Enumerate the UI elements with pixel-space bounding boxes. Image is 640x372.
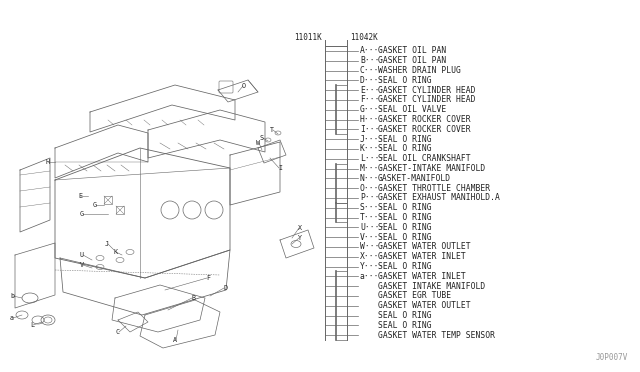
Text: GASKET WATER INLET: GASKET WATER INLET <box>378 252 466 261</box>
Text: J0P007V: J0P007V <box>596 353 628 362</box>
Text: T: T <box>270 127 274 133</box>
Text: SEAL OIL VALVE: SEAL OIL VALVE <box>378 105 446 114</box>
Text: I····: I···· <box>360 125 385 134</box>
Text: V: V <box>80 262 84 268</box>
Text: GASKET EGR TUBE: GASKET EGR TUBE <box>378 291 451 301</box>
Text: B: B <box>191 295 195 301</box>
Text: F: F <box>206 275 210 281</box>
Text: GASKET ROCKER COVER: GASKET ROCKER COVER <box>378 115 470 124</box>
Text: C····: C···· <box>360 66 385 75</box>
Text: E: E <box>78 193 82 199</box>
Text: E····: E···· <box>360 86 385 94</box>
Text: X: X <box>298 225 302 231</box>
Text: Y····: Y···· <box>360 262 385 271</box>
Text: J: J <box>105 241 109 247</box>
Text: S: S <box>260 135 264 141</box>
Text: A····: A···· <box>360 46 385 55</box>
Text: 11042K: 11042K <box>350 33 378 42</box>
Text: SEAL O RING: SEAL O RING <box>378 232 431 241</box>
Text: a····: a···· <box>360 272 385 281</box>
Text: SEAL O RING: SEAL O RING <box>378 76 431 85</box>
Text: GASKET INTAKE MANIFOLD: GASKET INTAKE MANIFOLD <box>378 282 485 291</box>
Text: T····: T···· <box>360 213 385 222</box>
Text: GASKET EXHAUST MANIHOLD.A: GASKET EXHAUST MANIHOLD.A <box>378 193 500 202</box>
Text: W····: W···· <box>360 243 385 251</box>
Text: G: G <box>80 211 84 217</box>
Text: G: G <box>93 202 97 208</box>
Text: P····: P···· <box>360 193 385 202</box>
Text: K: K <box>113 249 117 255</box>
Text: SEAL OIL CRANKSHAFT: SEAL OIL CRANKSHAFT <box>378 154 470 163</box>
Text: WASHER DRAIN PLUG: WASHER DRAIN PLUG <box>378 66 461 75</box>
Text: D····: D···· <box>360 76 385 85</box>
Text: SEAL O RING: SEAL O RING <box>378 144 431 153</box>
Text: SEAL O RING: SEAL O RING <box>378 203 431 212</box>
Text: b: b <box>10 293 14 299</box>
Text: J····: J···· <box>360 135 385 144</box>
Text: F····: F···· <box>360 95 385 105</box>
Text: SEAL O RING: SEAL O RING <box>378 262 431 271</box>
Text: X····: X···· <box>360 252 385 261</box>
Text: GASKET-MANIFOLD: GASKET-MANIFOLD <box>378 174 451 183</box>
Text: H····: H···· <box>360 115 385 124</box>
Text: L····: L···· <box>360 154 385 163</box>
Text: I: I <box>278 165 282 171</box>
Text: GASKET CYLINDER HEAD: GASKET CYLINDER HEAD <box>378 86 476 94</box>
Text: M····: M···· <box>360 164 385 173</box>
Text: GASKET OIL PAN: GASKET OIL PAN <box>378 46 446 55</box>
Text: N····: N···· <box>360 174 385 183</box>
Text: GASKET WATER INLET: GASKET WATER INLET <box>378 272 466 281</box>
Text: V····: V···· <box>360 232 385 241</box>
Text: U: U <box>80 252 84 258</box>
Text: W: W <box>256 140 260 146</box>
Text: GASKET OIL PAN: GASKET OIL PAN <box>378 56 446 65</box>
Text: O: O <box>242 83 246 89</box>
Bar <box>104 196 112 204</box>
Text: Y: Y <box>298 235 302 241</box>
Text: H: H <box>45 159 49 165</box>
Text: S····: S···· <box>360 203 385 212</box>
Text: GASKET ROCKER COVER: GASKET ROCKER COVER <box>378 125 470 134</box>
Text: G····: G···· <box>360 105 385 114</box>
Bar <box>116 206 124 214</box>
Text: L: L <box>30 322 34 328</box>
Text: SEAL O RING: SEAL O RING <box>378 311 431 320</box>
Text: 11011K: 11011K <box>294 33 322 42</box>
Text: D: D <box>223 285 227 291</box>
Text: GASKET-INTAKE MANIFOLD: GASKET-INTAKE MANIFOLD <box>378 164 485 173</box>
Text: B····: B···· <box>360 56 385 65</box>
Text: SEAL O RING: SEAL O RING <box>378 321 431 330</box>
Text: GASKET WATER OUTLET: GASKET WATER OUTLET <box>378 301 470 310</box>
Text: a: a <box>10 315 14 321</box>
Text: GASKET CYLINDER HEAD: GASKET CYLINDER HEAD <box>378 95 476 105</box>
Text: GASKET WATER OUTLET: GASKET WATER OUTLET <box>378 243 470 251</box>
Text: A: A <box>173 337 177 343</box>
Text: GASKET THROTTLE CHAMBER: GASKET THROTTLE CHAMBER <box>378 184 490 193</box>
Text: SEAL O RING: SEAL O RING <box>378 213 431 222</box>
Text: K····: K···· <box>360 144 385 153</box>
Text: SEAL O RING: SEAL O RING <box>378 135 431 144</box>
Text: C: C <box>116 329 120 335</box>
Text: SEAL O RING: SEAL O RING <box>378 223 431 232</box>
Text: GASKET WATER TEMP SENSOR: GASKET WATER TEMP SENSOR <box>378 331 495 340</box>
Text: O····: O···· <box>360 184 385 193</box>
Text: U····: U···· <box>360 223 385 232</box>
